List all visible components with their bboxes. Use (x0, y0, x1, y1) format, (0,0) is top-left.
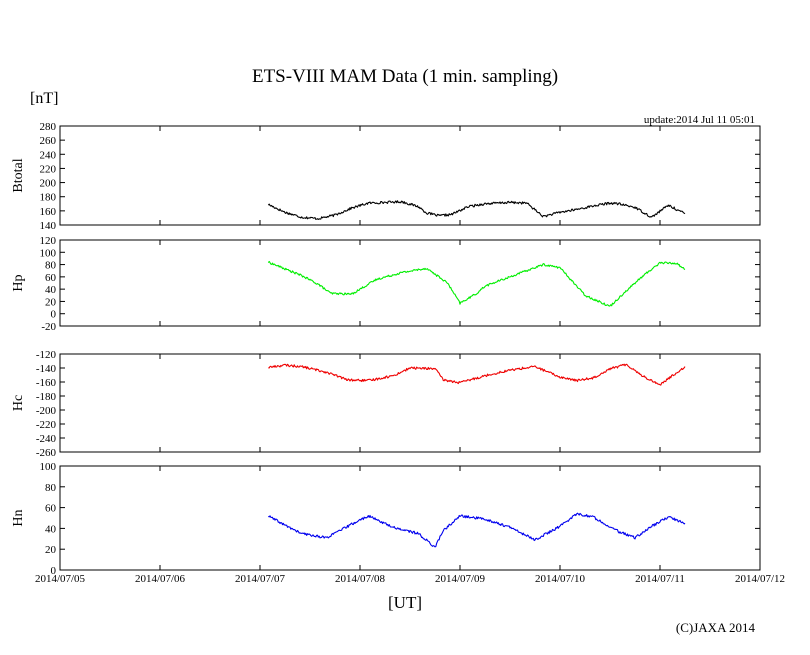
panel-frame (59, 465, 761, 571)
y-tick-label: 100 (40, 461, 57, 473)
y-tick-label: 140 (40, 220, 57, 232)
y-tick-label: 220 (40, 163, 57, 175)
y-tick-label: 100 (40, 247, 57, 259)
y-tick-label: 160 (40, 206, 57, 218)
y-tick-label: -220 (36, 419, 57, 431)
series-line (267, 512, 686, 548)
y-tick-label: -160 (36, 377, 57, 389)
y-tick-label: -240 (36, 433, 57, 445)
unit-label: [nT] (30, 90, 59, 107)
y-tick-label: 40 (45, 284, 57, 296)
y-axis-label: Hn (11, 509, 26, 526)
y-tick-label: -260 (36, 447, 57, 459)
panel-frame (59, 125, 761, 226)
y-tick-label: 240 (40, 149, 57, 161)
x-tick-label: 2014/07/12 (735, 573, 785, 585)
x-tick-label: 2014/07/05 (35, 573, 86, 585)
y-tick-label: -20 (41, 321, 56, 333)
series-line (267, 260, 686, 307)
copyright-notice: (C)JAXA 2014 (675, 620, 755, 635)
y-axis-label: Hc (11, 395, 26, 411)
y-axis-label: Hp (11, 274, 26, 291)
y-tick-label: 60 (45, 272, 57, 284)
y-axis-label: Btotal (11, 158, 26, 192)
x-axis-label: [UT] (388, 593, 422, 612)
y-tick-label: 180 (40, 192, 57, 204)
chart-title: ETS-VIII MAM Data (1 min. sampling) (251, 66, 559, 87)
y-tick-label: -140 (36, 363, 57, 375)
y-tick-label: 40 (45, 523, 57, 535)
x-tick-label: 2014/07/07 (235, 573, 286, 585)
update-timestamp: update:2014 Jul 11 05:01 (643, 114, 755, 126)
panel-frame (59, 239, 761, 327)
y-tick-label: 20 (45, 544, 57, 556)
y-tick-label: 80 (45, 260, 57, 272)
y-tick-label: 20 (45, 296, 57, 308)
x-tick-label: 2014/07/10 (535, 573, 586, 585)
y-tick-label: -200 (36, 405, 57, 417)
x-tick-label: 2014/07/11 (635, 573, 685, 585)
y-tick-label: 120 (40, 235, 57, 247)
series-line (268, 363, 686, 386)
x-tick-label: 2014/07/08 (335, 573, 386, 585)
y-tick-label: 80 (45, 482, 57, 494)
panel-frame (59, 353, 761, 453)
y-tick-label: -120 (36, 349, 57, 361)
y-tick-label: 200 (40, 178, 57, 190)
y-tick-label: -180 (36, 391, 57, 403)
y-tick-label: 60 (45, 503, 57, 515)
x-tick-label: 2014/07/06 (135, 573, 186, 585)
series-line (267, 200, 686, 220)
y-tick-label: 0 (51, 309, 57, 321)
y-tick-label: 280 (40, 121, 57, 133)
y-tick-label: 260 (40, 135, 57, 147)
x-tick-label: 2014/07/09 (435, 573, 486, 585)
y-tick-label: 0 (51, 565, 57, 577)
